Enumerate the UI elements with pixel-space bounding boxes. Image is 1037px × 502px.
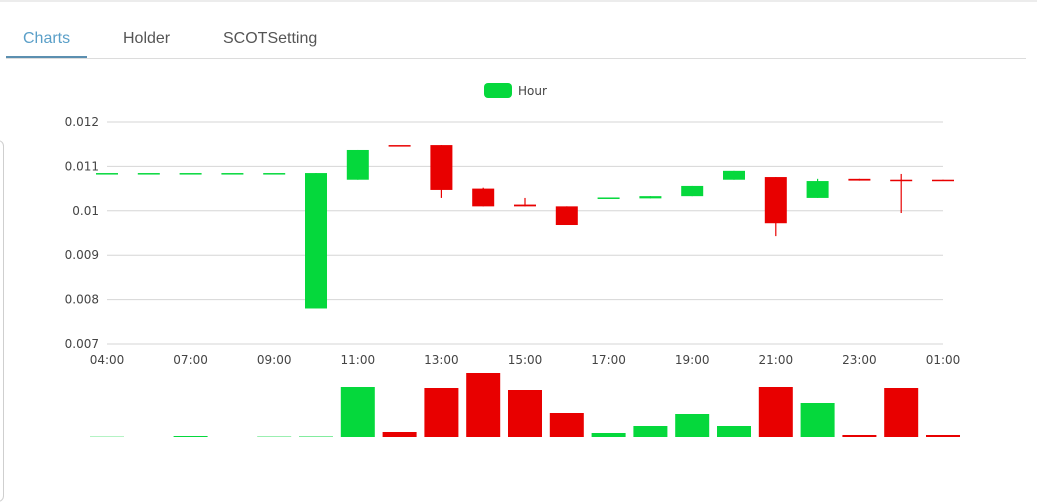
candle-body	[681, 186, 703, 196]
candle-body	[180, 173, 202, 175]
candle-body	[807, 181, 829, 198]
candle-body	[221, 173, 243, 175]
volume-bar	[383, 432, 417, 437]
volume-bar	[842, 435, 876, 437]
volume-bar	[424, 388, 458, 437]
x-tick-label: 13:00	[424, 353, 459, 367]
candle-body	[932, 180, 954, 182]
volume-bar	[717, 426, 751, 437]
y-tick-label: 0.007	[65, 337, 99, 351]
candle-body	[848, 179, 870, 181]
x-tick-label: 09:00	[257, 353, 292, 367]
x-tick-label: 15:00	[508, 353, 543, 367]
x-tick-label: 21:00	[759, 353, 794, 367]
x-tick-label: 04:00	[90, 353, 125, 367]
y-tick-label: 0.009	[65, 248, 99, 262]
candle-body	[765, 177, 787, 223]
x-tick-label: 01:00	[926, 353, 961, 367]
candle-body	[472, 189, 494, 207]
candle-body	[138, 173, 160, 175]
candlestick-chart: 0.007 0.008 0.009 0.01 0.011 0.012 04:00 07:00 0…	[0, 0, 1037, 478]
volume-bar	[675, 414, 709, 437]
volume-bar	[592, 433, 626, 437]
x-tick-label: 11:00	[341, 353, 376, 367]
candle-body	[598, 197, 620, 199]
volume-bar	[341, 387, 375, 437]
legend[interactable]: Hour	[484, 83, 547, 98]
candle-body	[430, 145, 452, 190]
volume-bar	[550, 413, 584, 437]
candle-body	[347, 150, 369, 180]
volume-bar	[466, 373, 500, 437]
candle-body	[305, 173, 327, 308]
x-tick-label: 23:00	[842, 353, 877, 367]
volume-bar	[299, 437, 333, 438]
volume-bar	[759, 387, 793, 437]
y-tick-label: 0.01	[72, 204, 99, 218]
candle-body	[389, 145, 411, 147]
candle-body	[514, 205, 536, 207]
candle-body	[890, 180, 912, 182]
volume-bar	[884, 388, 918, 437]
y-tick-label: 0.011	[65, 159, 99, 173]
candle-body	[556, 206, 578, 225]
candle-body	[723, 171, 745, 180]
candle-body	[263, 173, 285, 175]
y-tick-label: 0.008	[65, 293, 99, 307]
volume-bar	[801, 403, 835, 437]
volume-bar	[508, 390, 542, 437]
x-tick-label: 19:00	[675, 353, 710, 367]
volume-bar	[174, 436, 208, 437]
legend-swatch	[484, 83, 512, 98]
volume-bar	[633, 426, 667, 437]
candle-body	[639, 196, 661, 198]
x-tick-label: 07:00	[173, 353, 208, 367]
candle-body	[96, 173, 118, 175]
x-tick-label: 17:00	[591, 353, 626, 367]
legend-label: Hour	[518, 84, 547, 98]
y-tick-label: 0.012	[65, 115, 99, 129]
volume-bar	[926, 435, 960, 437]
